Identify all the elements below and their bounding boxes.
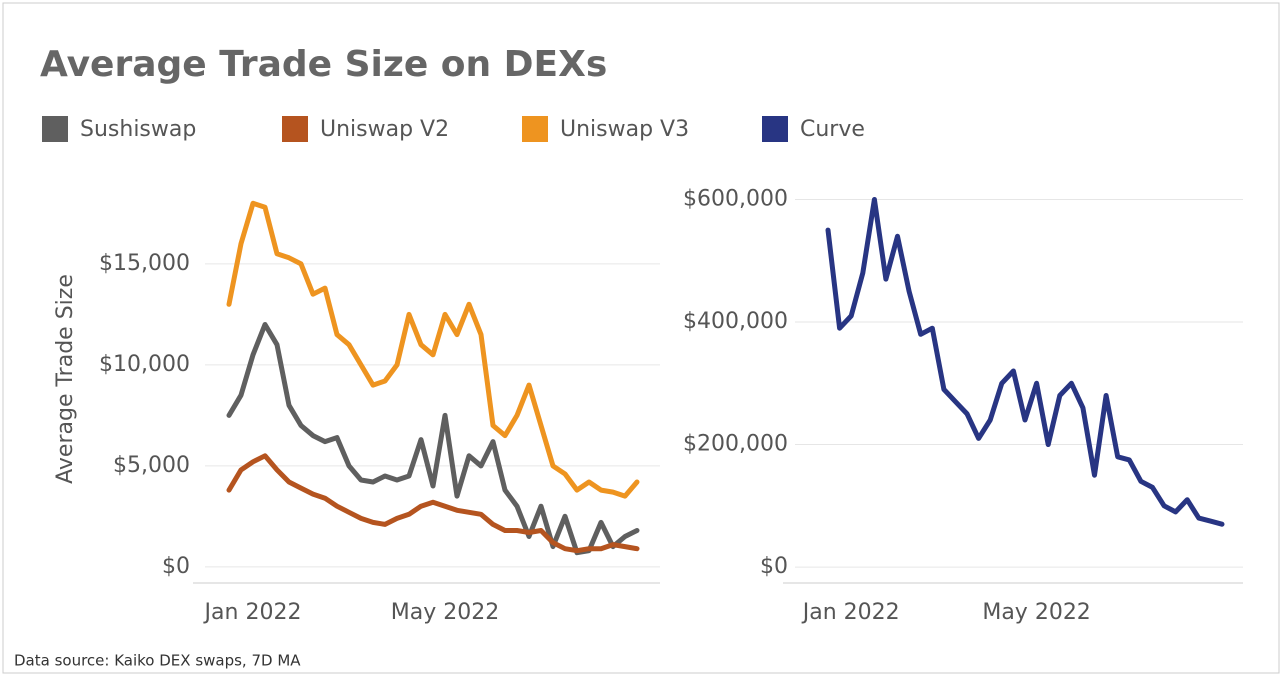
- line-series: [226, 453, 640, 554]
- x-tick-label: Jan 2022: [203, 600, 302, 625]
- y-tick-label: $400,000: [683, 309, 788, 334]
- legend-swatch: [522, 116, 548, 142]
- chart-title: Average Trade Size on DEXs: [40, 44, 607, 85]
- y-tick-label: $10,000: [99, 352, 190, 377]
- line-series: [226, 200, 640, 499]
- source-note: Data source: Kaiko DEX swaps, 7D MA: [14, 652, 301, 670]
- y-tick-label: $600,000: [683, 187, 788, 212]
- x-tick-label: May 2022: [391, 600, 499, 625]
- x-tick-label: May 2022: [982, 600, 1090, 625]
- y-axis-title: Average Trade Size: [53, 274, 78, 484]
- x-tick-label: Jan 2022: [801, 600, 900, 625]
- legend-swatch: [762, 116, 788, 142]
- line-series: [825, 197, 1225, 527]
- line-series: [226, 322, 640, 556]
- y-tick-label: $15,000: [99, 251, 190, 276]
- legend-label: Uniswap V3: [560, 117, 689, 142]
- legend-label: Uniswap V2: [320, 117, 449, 142]
- frame: [2, 2, 1280, 674]
- legend-swatch: [42, 116, 68, 142]
- legend-label: Sushiswap: [80, 117, 196, 142]
- legend-label: Curve: [800, 117, 865, 142]
- y-tick-label: $200,000: [683, 432, 788, 457]
- y-tick-label: $5,000: [113, 453, 190, 478]
- legend-swatch: [282, 116, 308, 142]
- y-tick-label: $0: [760, 554, 788, 579]
- y-tick-label: $0: [162, 554, 190, 579]
